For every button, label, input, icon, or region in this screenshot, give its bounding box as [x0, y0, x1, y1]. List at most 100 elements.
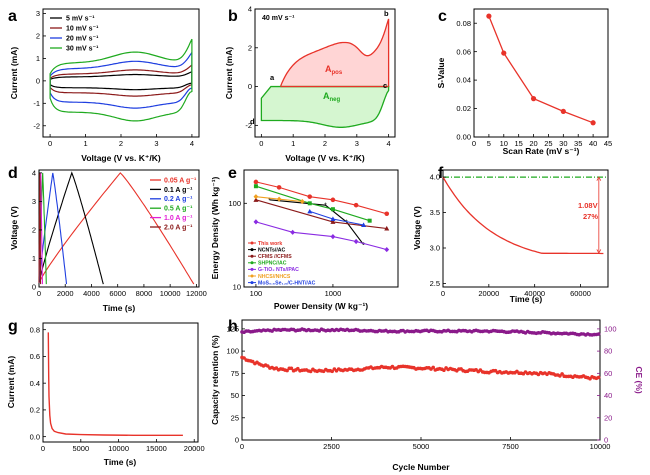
legend-e-4: SHPNC//AC — [258, 261, 287, 267]
h-xtick: 7500 — [502, 442, 519, 451]
ragone-point — [253, 179, 259, 185]
point-a: a — [270, 73, 275, 82]
point-b: b — [384, 9, 389, 18]
f-ytick: 3.5 — [430, 208, 440, 217]
h-ytick2: 0 — [604, 436, 608, 445]
h-xtick: 0 — [240, 442, 244, 451]
point-d: d — [250, 117, 255, 126]
ylabel-h: Capacity retention (%) — [210, 335, 220, 425]
legend-e-1: This work — [258, 241, 282, 247]
g-xtick: 15000 — [146, 444, 167, 453]
gcd-curve-2 — [38, 171, 104, 285]
b-xtick: 4 — [387, 139, 391, 148]
panel-label-g: g — [8, 318, 18, 335]
f-xtick: 20000 — [478, 289, 499, 298]
h-ytick: 25 — [231, 413, 239, 422]
ragone-point: * — [324, 203, 327, 210]
chart-d: 0 2000 4000 6000 8000 10000 12000 0 1 2 3 4 Time (s… — [9, 168, 207, 313]
ragone-point — [253, 219, 259, 225]
xlabel-d: Time (s) — [103, 303, 136, 313]
capacity-point — [442, 368, 446, 373]
chart-h: 0 2500 5000 7500 100000255075100125020406080… — [210, 319, 644, 472]
c-ytick: 0.08 — [456, 19, 471, 28]
panel-label-d: d — [8, 165, 18, 182]
a-ytick: -1 — [33, 99, 40, 108]
ylabel2-h: CE (%) — [634, 366, 644, 394]
annotation-percent: 27% — [583, 212, 598, 221]
ragone-point — [253, 194, 259, 200]
f-ytick: 2.5 — [430, 279, 440, 288]
c-xtick: 45 — [604, 139, 612, 148]
c-xtick: 35 — [574, 139, 582, 148]
legend-e-3: CFMS //CFMS — [258, 254, 292, 260]
g-ytick: 0.8 — [30, 325, 40, 334]
h-ytick: 50 — [231, 391, 239, 400]
legend-a-3: 20 mV s⁻¹ — [66, 36, 99, 43]
capacity-point — [560, 372, 564, 376]
plot-frame-e — [243, 169, 399, 288]
d-xtick: 12000 — [186, 289, 207, 298]
ylabel-g: Current (mA) — [6, 356, 16, 409]
a-ytick: 2 — [36, 32, 40, 41]
c-ytick: 0.00 — [456, 133, 471, 142]
d-xtick: 6000 — [109, 289, 126, 298]
legend-e-2: NCNTs//AC — [258, 247, 286, 253]
h-ytick2: 100 — [604, 324, 617, 333]
ragone-series: * * * * — [253, 179, 390, 253]
ragone-point — [290, 229, 296, 235]
legend-e-6: NHCS//NHCS — [258, 274, 291, 280]
panel-label-h: h — [228, 318, 238, 335]
d-xtick: 10000 — [160, 289, 181, 298]
e-xtick: 1000 — [325, 289, 342, 298]
capacity-point — [431, 365, 436, 370]
plot-frame-f — [442, 169, 609, 288]
h-ytick: 100 — [226, 347, 239, 356]
ragone-point — [276, 196, 282, 202]
ragone-point — [384, 246, 390, 253]
svalue-point — [560, 108, 566, 114]
b-xtick: 1 — [291, 139, 295, 148]
area-positive — [279, 18, 390, 88]
ragone-point: * — [268, 197, 271, 204]
ragone-point — [361, 222, 367, 228]
a-xtick: 3 — [154, 139, 158, 148]
capacity-point — [330, 369, 335, 374]
ylabel-b: Current (mA) — [224, 47, 234, 100]
h-ytick2: 40 — [604, 391, 612, 400]
legend-d-4: 0.5 A g⁻¹ — [164, 206, 193, 213]
legend-d-3: 0.2 A g⁻¹ — [164, 196, 193, 203]
ragone-point — [307, 208, 313, 214]
d-ytick: 1 — [32, 254, 36, 263]
c-xtick: 40 — [589, 139, 597, 148]
cycling-series — [240, 327, 601, 381]
g-xtick: 10000 — [108, 444, 129, 453]
b-ytick: 4 — [248, 5, 252, 14]
xlabel-h: Cycle Number — [392, 462, 450, 472]
ragone-point — [330, 234, 336, 240]
ragone-line-2 — [269, 199, 365, 246]
c-xtick: 0 — [472, 139, 476, 148]
f-ytick: 4.0 — [430, 173, 440, 182]
ragone-point — [330, 197, 336, 203]
ylabel-f: Voltage (V) — [412, 206, 422, 250]
legend-d-6: 2.0 A g⁻¹ — [164, 224, 193, 231]
ylabel-e: Energy Density (Wh kg⁻¹) — [210, 176, 220, 279]
a-ytick: 3 — [36, 9, 40, 18]
annotation-voltage: 1.08V — [578, 201, 598, 210]
legend-d-1: 0.05 A g⁻¹ — [164, 177, 197, 184]
d-xtick: 4000 — [83, 289, 100, 298]
b-xtick: 3 — [355, 139, 359, 148]
capacity-point — [289, 366, 294, 371]
panel-label-c: c — [438, 8, 447, 25]
gcd-curve-6 — [38, 172, 42, 285]
ragone-point: * — [345, 219, 348, 226]
legend-a-2: 10 mV s⁻¹ — [66, 26, 99, 33]
ragone-line-4 — [255, 185, 370, 222]
chart-f: 0 20000 40000 60000 2.5 3.0 3.5 4.0 1.08V 27% T… — [412, 169, 609, 304]
chart-g: 0 5000 10000 15000 20000 0.0 0.2 0.4 0.6 0.8 Time… — [6, 322, 205, 467]
ragone-point — [384, 225, 390, 231]
ylabel-c: S-Value — [436, 57, 446, 88]
h-ytick2: 80 — [604, 347, 612, 356]
e-xtick: 100 — [250, 289, 263, 298]
